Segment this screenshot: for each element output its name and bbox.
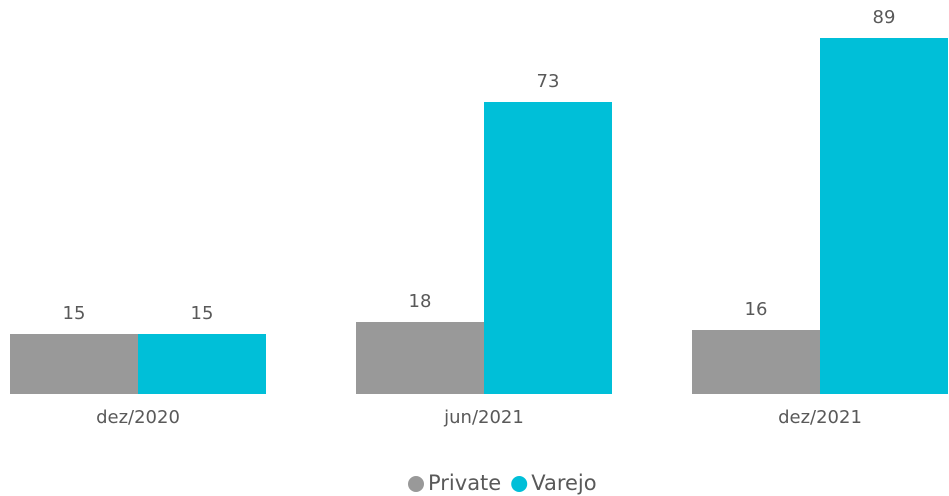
x-tick-label: dez/2021 (778, 407, 862, 428)
value-label: 16 (745, 299, 768, 320)
legend-label: Private (428, 471, 501, 495)
x-tick-label: dez/2020 (96, 407, 180, 428)
value-label: 89 (873, 7, 896, 28)
value-label: 18 (409, 291, 432, 312)
value-label: 15 (191, 303, 214, 324)
bar (484, 102, 612, 394)
value-label: 15 (63, 303, 86, 324)
bar (692, 330, 820, 394)
bar (138, 334, 266, 394)
x-tick-label: jun/2021 (443, 407, 524, 428)
value-label: 73 (537, 71, 560, 92)
bar (356, 322, 484, 394)
legend-label: Varejo (531, 471, 596, 495)
bar (10, 334, 138, 394)
bar (820, 38, 948, 394)
legend-marker (511, 476, 528, 492)
legend-marker (408, 476, 424, 492)
